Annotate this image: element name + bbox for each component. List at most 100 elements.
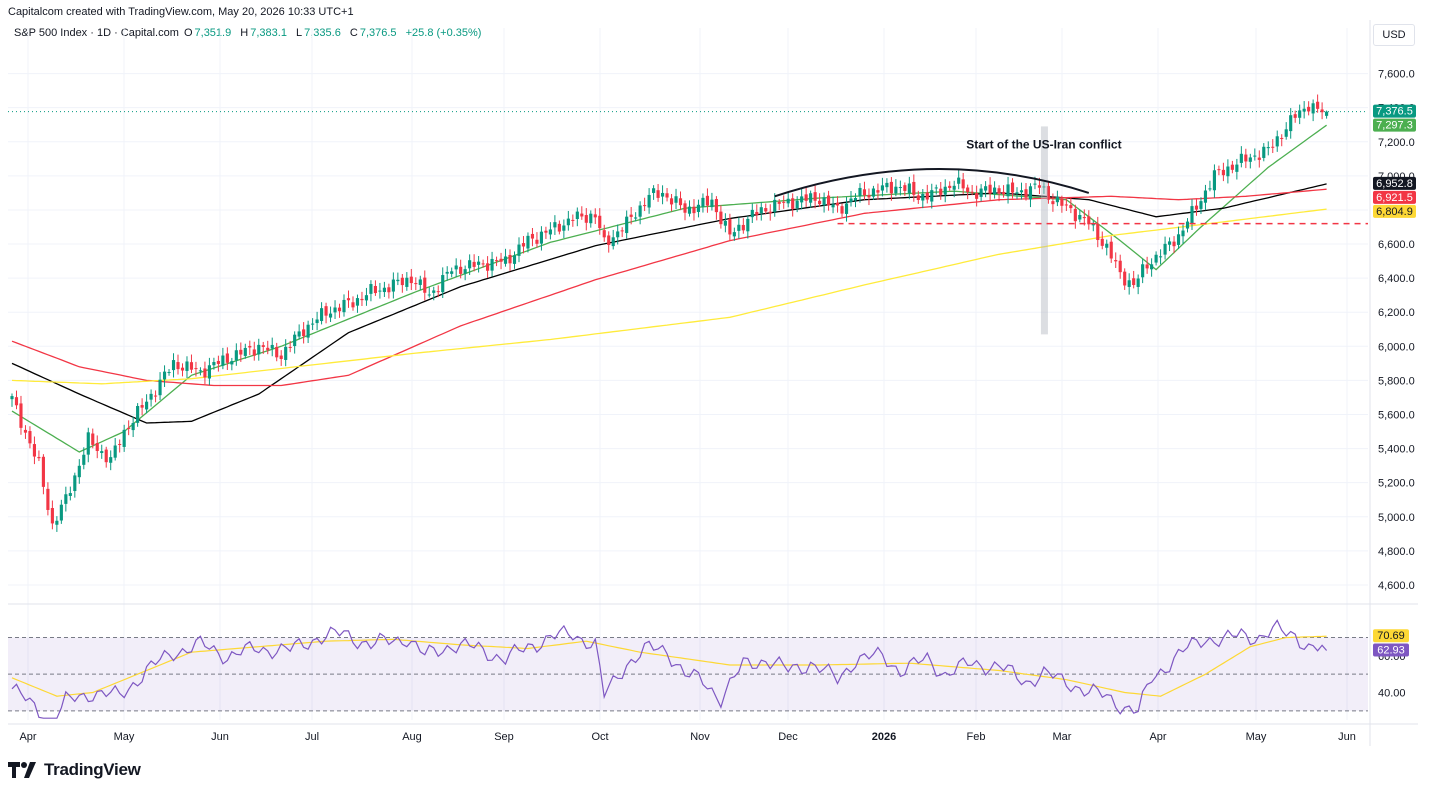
candle-body (562, 225, 566, 231)
candle-body (427, 294, 431, 296)
price-label-bg (1373, 190, 1416, 204)
candle-body (952, 185, 956, 190)
candle-body (885, 182, 889, 188)
close-label: C (349, 27, 358, 39)
x-tick-label: Mar (1053, 731, 1072, 743)
candle-body (472, 261, 476, 267)
y-tick-label: 7,600.0 (1378, 69, 1415, 81)
x-tick-label: Jun (1338, 731, 1356, 743)
candle-body (791, 198, 795, 209)
candle-body (50, 508, 54, 524)
candle-body (342, 299, 346, 313)
candle-body (28, 431, 32, 444)
candle-body (759, 207, 763, 214)
candle-body (548, 229, 552, 235)
candle-body (167, 372, 171, 374)
candle-body (82, 454, 86, 465)
currency-button[interactable]: USD (1373, 24, 1415, 46)
candle-body (10, 396, 14, 400)
candle-body (777, 201, 781, 204)
candle-body (351, 302, 355, 308)
tradingview-logo-icon (8, 762, 36, 778)
x-tick-label: 2026 (872, 731, 896, 743)
candle-body (1118, 260, 1122, 273)
x-tick-label: Oct (591, 731, 608, 743)
candle-body (418, 279, 422, 285)
candle-body (961, 179, 965, 189)
open-label: O (183, 27, 193, 39)
symbol-name[interactable]: S&P 500 Index · 1D · Capital.com (14, 27, 179, 39)
ma-line-ma200 (11, 208, 1327, 385)
candle-body (306, 324, 310, 338)
candle-body (629, 214, 633, 217)
candle-body (1316, 101, 1320, 109)
candle-body (1145, 264, 1149, 269)
candle-body (1046, 186, 1050, 200)
candle-body (360, 298, 364, 301)
x-tick-label: Dec (778, 731, 798, 743)
candle-body (858, 187, 862, 197)
candle-body (809, 193, 813, 203)
candle-body (284, 346, 288, 360)
candle-body (571, 219, 575, 221)
candle-body (414, 283, 418, 285)
candle-body (1109, 241, 1113, 259)
candle-body (539, 231, 543, 244)
candle-body (369, 284, 373, 294)
candle-body (678, 198, 683, 206)
candle-body (1091, 223, 1095, 226)
candle-body (517, 244, 521, 256)
candle-body (275, 346, 279, 358)
candle-body (320, 308, 324, 322)
candle-body (580, 213, 584, 217)
candle-body (64, 494, 68, 504)
candle-body (822, 197, 826, 206)
y-tick-label: 5,000.0 (1378, 512, 1415, 524)
candle-body (844, 203, 849, 214)
candle-body (1194, 205, 1199, 210)
rounded-top-arc (774, 168, 1090, 198)
candle-body (261, 345, 265, 347)
candle-body (68, 493, 72, 496)
price-label-bg (1373, 204, 1416, 218)
candle-body (1015, 192, 1019, 194)
candle-body (737, 224, 741, 231)
candle-body (243, 347, 247, 356)
candle-body (346, 298, 351, 301)
candle-body (1163, 243, 1167, 255)
candle-body (203, 368, 207, 378)
candle-body (1078, 214, 1082, 220)
y-tick-label: 4,600.0 (1378, 580, 1415, 592)
candle-body (158, 379, 162, 396)
candle-body (795, 200, 799, 209)
x-tick-label: Sep (494, 731, 514, 743)
candle-body (337, 307, 342, 312)
candle-body (943, 186, 947, 195)
candle-body (405, 277, 409, 287)
x-tick-label: Aug (402, 731, 422, 743)
open-value: 7,351.9 (194, 27, 232, 39)
candle-body (315, 319, 319, 324)
candle-body (1248, 157, 1252, 162)
rsi-value-label: 62.93 (1377, 644, 1405, 656)
tradingview-logo[interactable]: TradingView (8, 760, 141, 780)
candle-body (46, 488, 50, 510)
candle-body (297, 331, 301, 337)
candle-body (302, 329, 306, 337)
candle-body (1271, 146, 1275, 148)
candle-body (387, 287, 391, 293)
candle-body (1006, 184, 1010, 197)
candle-body (324, 306, 328, 316)
candle-body (86, 432, 90, 455)
high-label: H (240, 27, 249, 39)
price-label: 7,376.5 (1376, 106, 1413, 118)
candle-body (948, 185, 952, 188)
candle-body (620, 230, 624, 232)
candle-body (997, 188, 1001, 194)
candle-body (638, 205, 642, 217)
candle-body (800, 196, 804, 203)
candle-body (145, 401, 149, 410)
candle-body (1114, 260, 1118, 262)
candle-body (293, 334, 297, 347)
